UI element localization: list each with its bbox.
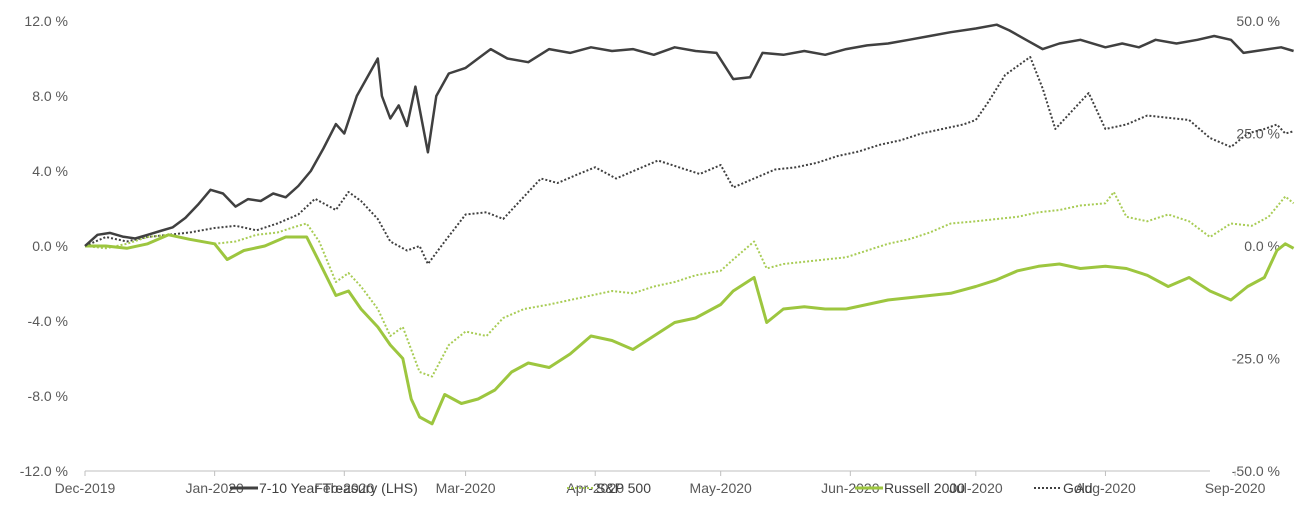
- series-line-7-10-year-treasury-lhs: [84, 23, 1294, 247]
- legend-label: 7-10 Year Treasury (LHS): [259, 480, 418, 496]
- left-tick-label: -4.0 %: [28, 313, 68, 329]
- x-tick-label: Jul-2020: [949, 480, 1003, 496]
- right-tick-label: -25.0 %: [1232, 351, 1280, 367]
- left-tick-label: 0.0 %: [32, 238, 68, 254]
- x-tick-label: Dec-2019: [55, 480, 116, 496]
- x-tick-label: Sep-2020: [1205, 480, 1266, 496]
- left-tick-label: 4.0 %: [32, 163, 68, 179]
- left-tick-label: -12.0 %: [20, 463, 68, 479]
- legend-label: Gold: [1063, 480, 1093, 496]
- series-layer: [84, 23, 1295, 426]
- left-tick-label: 8.0 %: [32, 88, 68, 104]
- legend-label: S&P 500: [596, 480, 651, 496]
- x-tick-label: Aug-2020: [1075, 480, 1136, 496]
- series-line-russell-2000: [85, 233, 1295, 426]
- right-tick-label: 50.0 %: [1236, 13, 1280, 29]
- left-tick-label: -8.0 %: [28, 388, 68, 404]
- x-tick-label: May-2020: [690, 480, 752, 496]
- x-tick-label: Apr-2020: [566, 480, 624, 496]
- x-tick-label: Jun-2020: [821, 480, 880, 496]
- right-axis: 50.0 % 25.0 % 0.0 % -25.0 % -50.0 %: [1232, 13, 1280, 479]
- x-tick-label: Mar-2020: [436, 480, 496, 496]
- x-tick-label: Feb-2020: [314, 480, 374, 496]
- right-tick-label: 0.0 %: [1244, 238, 1280, 254]
- legend-label: Russell 2000: [884, 480, 965, 496]
- x-tick-label: Jan-2020: [185, 480, 244, 496]
- left-tick-label: 12.0 %: [24, 13, 68, 29]
- x-axis: Dec-2019 Jan-2020 Feb-2020 Mar-2020 Apr-2020…: [55, 471, 1266, 496]
- legend: 7-10 Year Treasury (LHS) S&P 500 Russell 2…: [230, 480, 1093, 496]
- right-tick-label: 25.0 %: [1236, 126, 1280, 142]
- right-tick-label: -50.0 %: [1232, 463, 1280, 479]
- left-axis: 12.0 % 8.0 % 4.0 % 0.0 % -4.0 % -8.0 % -12.0 %: [20, 13, 68, 479]
- series-line-s-p-500: [84, 191, 1295, 378]
